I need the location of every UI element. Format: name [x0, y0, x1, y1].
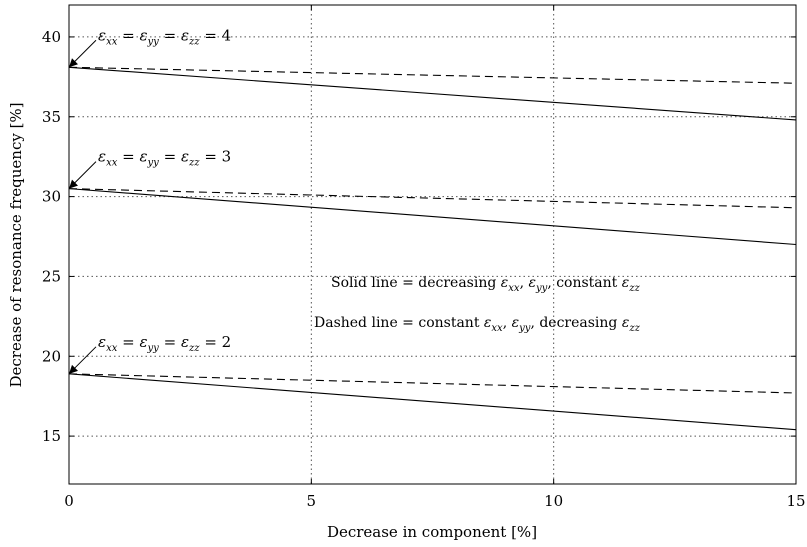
ticks-layer: 0 5 10 15 15 20 25 30 35 40 [42, 5, 806, 510]
annotation-part: xx [106, 36, 118, 47]
note-solid-comma: , [520, 275, 529, 291]
annotation-label: εxx = εyy = εzz = 4 [98, 26, 231, 47]
y-tick-label: 40 [42, 28, 61, 46]
series-layer [68, 66, 797, 431]
x-tick-label: 5 [307, 492, 317, 510]
note-solid-sub-1: xx [508, 283, 520, 294]
arrowhead [69, 179, 78, 189]
annotation-part: ε [98, 26, 106, 44]
annotation-part: ε [98, 148, 106, 166]
grid-layer [69, 5, 796, 484]
series-line-4-dashed [68, 66, 797, 84]
annotation-2: εxx = εyy = εzz = 2 [69, 333, 231, 374]
x-tick-label: 10 [544, 492, 563, 510]
y-tick-label: 20 [42, 347, 61, 365]
series-line-3-solid [68, 188, 797, 246]
note-solid-sub-3: zz [628, 283, 640, 294]
annotation-part: xx [106, 343, 118, 354]
annotation-part: ε [139, 148, 147, 166]
x-tick-label: 15 [786, 492, 805, 510]
plot-frame [68, 4, 797, 485]
annotation-part: ε [139, 26, 147, 44]
note-solid-a: Solid line = decreasing [331, 275, 501, 291]
note-dashed-b: , decreasing [530, 315, 621, 331]
annotation-part: ε [181, 26, 189, 44]
annotation-part: = [159, 333, 181, 351]
y-axis-label: Decrease of resonance frequency [%] [7, 102, 25, 387]
note-dashed-eps-2: ε [512, 315, 520, 331]
note-solid-b: , constant [547, 275, 621, 291]
annotation-part: = [117, 26, 139, 44]
series-line-3-dashed [68, 188, 797, 209]
annotation-4: εxx = εyy = εzz = 4 [69, 26, 231, 68]
annotation-part: 3 [222, 148, 232, 166]
annotation-part: zz [188, 343, 200, 354]
annotation-part: ε [181, 333, 189, 351]
note-solid-eps-1: ε [501, 275, 509, 291]
note-solid-sub-2: yy [535, 283, 548, 294]
note-solid-eps-2: ε [528, 275, 536, 291]
annotation-part: xx [106, 158, 118, 169]
annotation-part: = [200, 148, 222, 166]
x-axis-label: Decrease in component [%] [327, 523, 537, 541]
note-dashed-eps-1: ε [484, 315, 492, 331]
annotation-part: yy [147, 343, 160, 354]
annotation-part: = [200, 333, 222, 351]
note-dashed-sub-2: yy [518, 323, 531, 334]
annotation-part: = [117, 148, 139, 166]
note-solid-eps-3: ε [622, 275, 630, 291]
note-dashed-sub-1: xx [491, 323, 503, 334]
legend-note-solid: Solid line = decreasing εxx, εyy, consta… [331, 275, 641, 294]
annotation-label: εxx = εyy = εzz = 3 [98, 148, 231, 169]
note-dashed-a: Dashed line = constant [314, 315, 484, 331]
annotation-part: ε [98, 333, 106, 351]
annotation-part: = [117, 333, 139, 351]
annotation-label: εxx = εyy = εzz = 2 [98, 333, 231, 354]
annotation-part: ε [181, 148, 189, 166]
annotation-part: = [200, 26, 222, 44]
y-tick-label: 35 [42, 108, 61, 126]
annotation-part: = [159, 148, 181, 166]
annotation-part: zz [188, 158, 200, 169]
y-tick-label: 30 [42, 188, 61, 206]
arrowhead [69, 58, 78, 68]
annotation-part: 4 [222, 26, 232, 44]
series-line-2-solid [68, 373, 797, 431]
series-line-4-solid [68, 66, 797, 121]
y-tick-label: 15 [42, 427, 61, 445]
y-tick-label: 25 [42, 267, 61, 285]
annotation-3: εxx = εyy = εzz = 3 [69, 148, 231, 189]
annotation-part: yy [147, 158, 160, 169]
note-dashed-comma: , [503, 315, 512, 331]
annotation-part: yy [147, 36, 160, 47]
note-dashed-eps-3: ε [622, 315, 630, 331]
annotation-part: = [159, 26, 181, 44]
series-line-2-dashed [68, 373, 797, 394]
annotation-part: zz [188, 36, 200, 47]
annotation-part: ε [139, 333, 147, 351]
x-tick-label: 0 [64, 492, 74, 510]
note-dashed-sub-3: zz [628, 323, 640, 334]
legend-note-dashed: Dashed line = constant εxx, εyy, decreas… [314, 315, 641, 334]
annotation-part: 2 [222, 333, 232, 351]
arrowhead [69, 364, 78, 374]
